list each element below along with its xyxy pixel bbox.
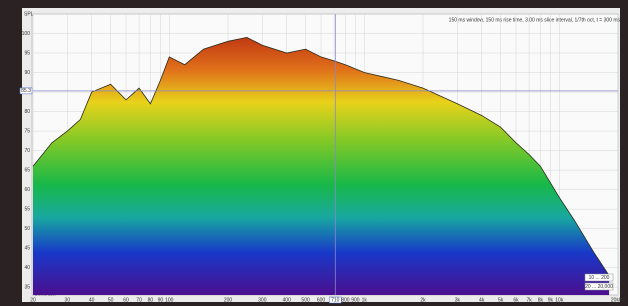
y-tick-label: 65 <box>24 167 30 173</box>
page: 150 ms window, 150 ms rise time, 3.00 ms… <box>0 0 628 306</box>
x-tick-label: 7k <box>526 297 532 303</box>
x-tick-label: 900 <box>351 297 360 303</box>
x-tick-label: 3k <box>455 297 461 303</box>
y-tick-label: 40 <box>24 265 30 271</box>
x-tick-label: 80 <box>148 297 154 303</box>
x-tick-label: 50 <box>108 297 114 303</box>
chart: 150 ms window, 150 ms rise time, 3.00 ms… <box>0 0 628 306</box>
y-tick-label: 50 <box>24 226 30 232</box>
x-tick-label: 6k <box>513 297 519 303</box>
range-label: 10 ... 200 <box>589 275 610 281</box>
x-tick-label: 500 <box>301 297 310 303</box>
x-tick-label: 40 <box>89 297 95 303</box>
x-tick-label: 2k <box>420 297 426 303</box>
y-tick-label: 80 <box>24 109 30 115</box>
x-tick-label: 8k <box>538 297 544 303</box>
x-tick-label: 9k <box>548 297 554 303</box>
y-axis-label: SPL <box>24 11 34 17</box>
x-tick-label: 60 <box>123 297 129 303</box>
x-tick-label: 10k <box>555 297 564 303</box>
x-tick-label: 20kHz <box>611 297 626 303</box>
y-tick-label: 90 <box>24 70 30 76</box>
y-tick-label: 60 <box>24 187 30 193</box>
x-tick-label: 600 <box>317 297 326 303</box>
y-tick-label: 45 <box>24 245 30 251</box>
cursor-y-label: 85.3 <box>21 88 31 94</box>
x-tick-label: 5k <box>498 297 504 303</box>
y-tick-label: 35 <box>24 285 30 291</box>
x-tick-label: 30 <box>65 297 71 303</box>
y-tick-label: 75 <box>24 128 30 134</box>
range-label: 20 ... 20,000 <box>585 284 613 290</box>
y-tick-label: 70 <box>24 148 30 154</box>
x-tick-label: 100 <box>165 297 174 303</box>
cursor-x-label: 710 <box>331 297 340 303</box>
x-tick-label: 1k <box>362 297 368 303</box>
x-tick-label: 300 <box>258 297 267 303</box>
y-tick-label: 55 <box>24 206 30 212</box>
x-tick-label: 20 <box>30 297 36 303</box>
x-tick-label: 70 <box>136 297 142 303</box>
x-tick-label: 800 <box>341 297 350 303</box>
header: 150 ms window, 150 ms rise time, 3.00 ms… <box>449 17 621 23</box>
x-tick-label: 400 <box>283 297 292 303</box>
x-tick-label: 90 <box>158 297 164 303</box>
x-tick-label: 200 <box>224 297 233 303</box>
x-tick-label: 4k <box>479 297 485 303</box>
y-tick-label: 100 <box>22 31 31 37</box>
y-tick-label: 95 <box>24 50 30 56</box>
